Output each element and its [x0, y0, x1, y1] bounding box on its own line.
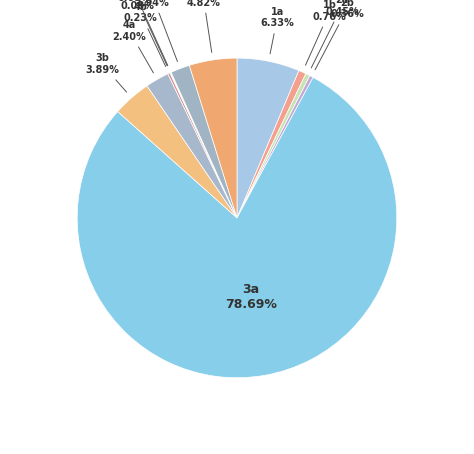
Text: Mixed
1.94%: Mixed 1.94% [136, 0, 177, 61]
Wedge shape [118, 86, 237, 218]
Wedge shape [147, 74, 237, 218]
Text: Untypable
4.82%: Untypable 4.82% [175, 0, 232, 53]
Wedge shape [237, 74, 310, 218]
Text: 4b
0.23%: 4b 0.23% [123, 2, 166, 66]
Wedge shape [189, 58, 237, 218]
Text: 1a
6.33%: 1a 6.33% [261, 7, 294, 54]
Text: 1b
0.76%: 1b 0.76% [306, 0, 347, 65]
Wedge shape [237, 76, 313, 218]
Text: 2a
0.45%: 2a 0.45% [311, 0, 359, 68]
Wedge shape [171, 72, 237, 218]
Text: 2b
0.36%: 2b 0.36% [315, 0, 364, 70]
Wedge shape [171, 65, 237, 218]
Text: 3a
78.69%: 3a 78.69% [225, 283, 277, 311]
Text: 5a
0.08%: 5a 0.08% [120, 0, 167, 66]
Wedge shape [168, 73, 237, 218]
Text: 6a
0.05%: 6a 0.05% [118, 0, 168, 65]
Wedge shape [237, 58, 299, 218]
Wedge shape [237, 70, 306, 218]
Wedge shape [170, 73, 237, 218]
Text: 3b
3.89%: 3b 3.89% [85, 54, 127, 92]
Wedge shape [77, 77, 397, 378]
Text: 4a
2.40%: 4a 2.40% [112, 20, 154, 73]
